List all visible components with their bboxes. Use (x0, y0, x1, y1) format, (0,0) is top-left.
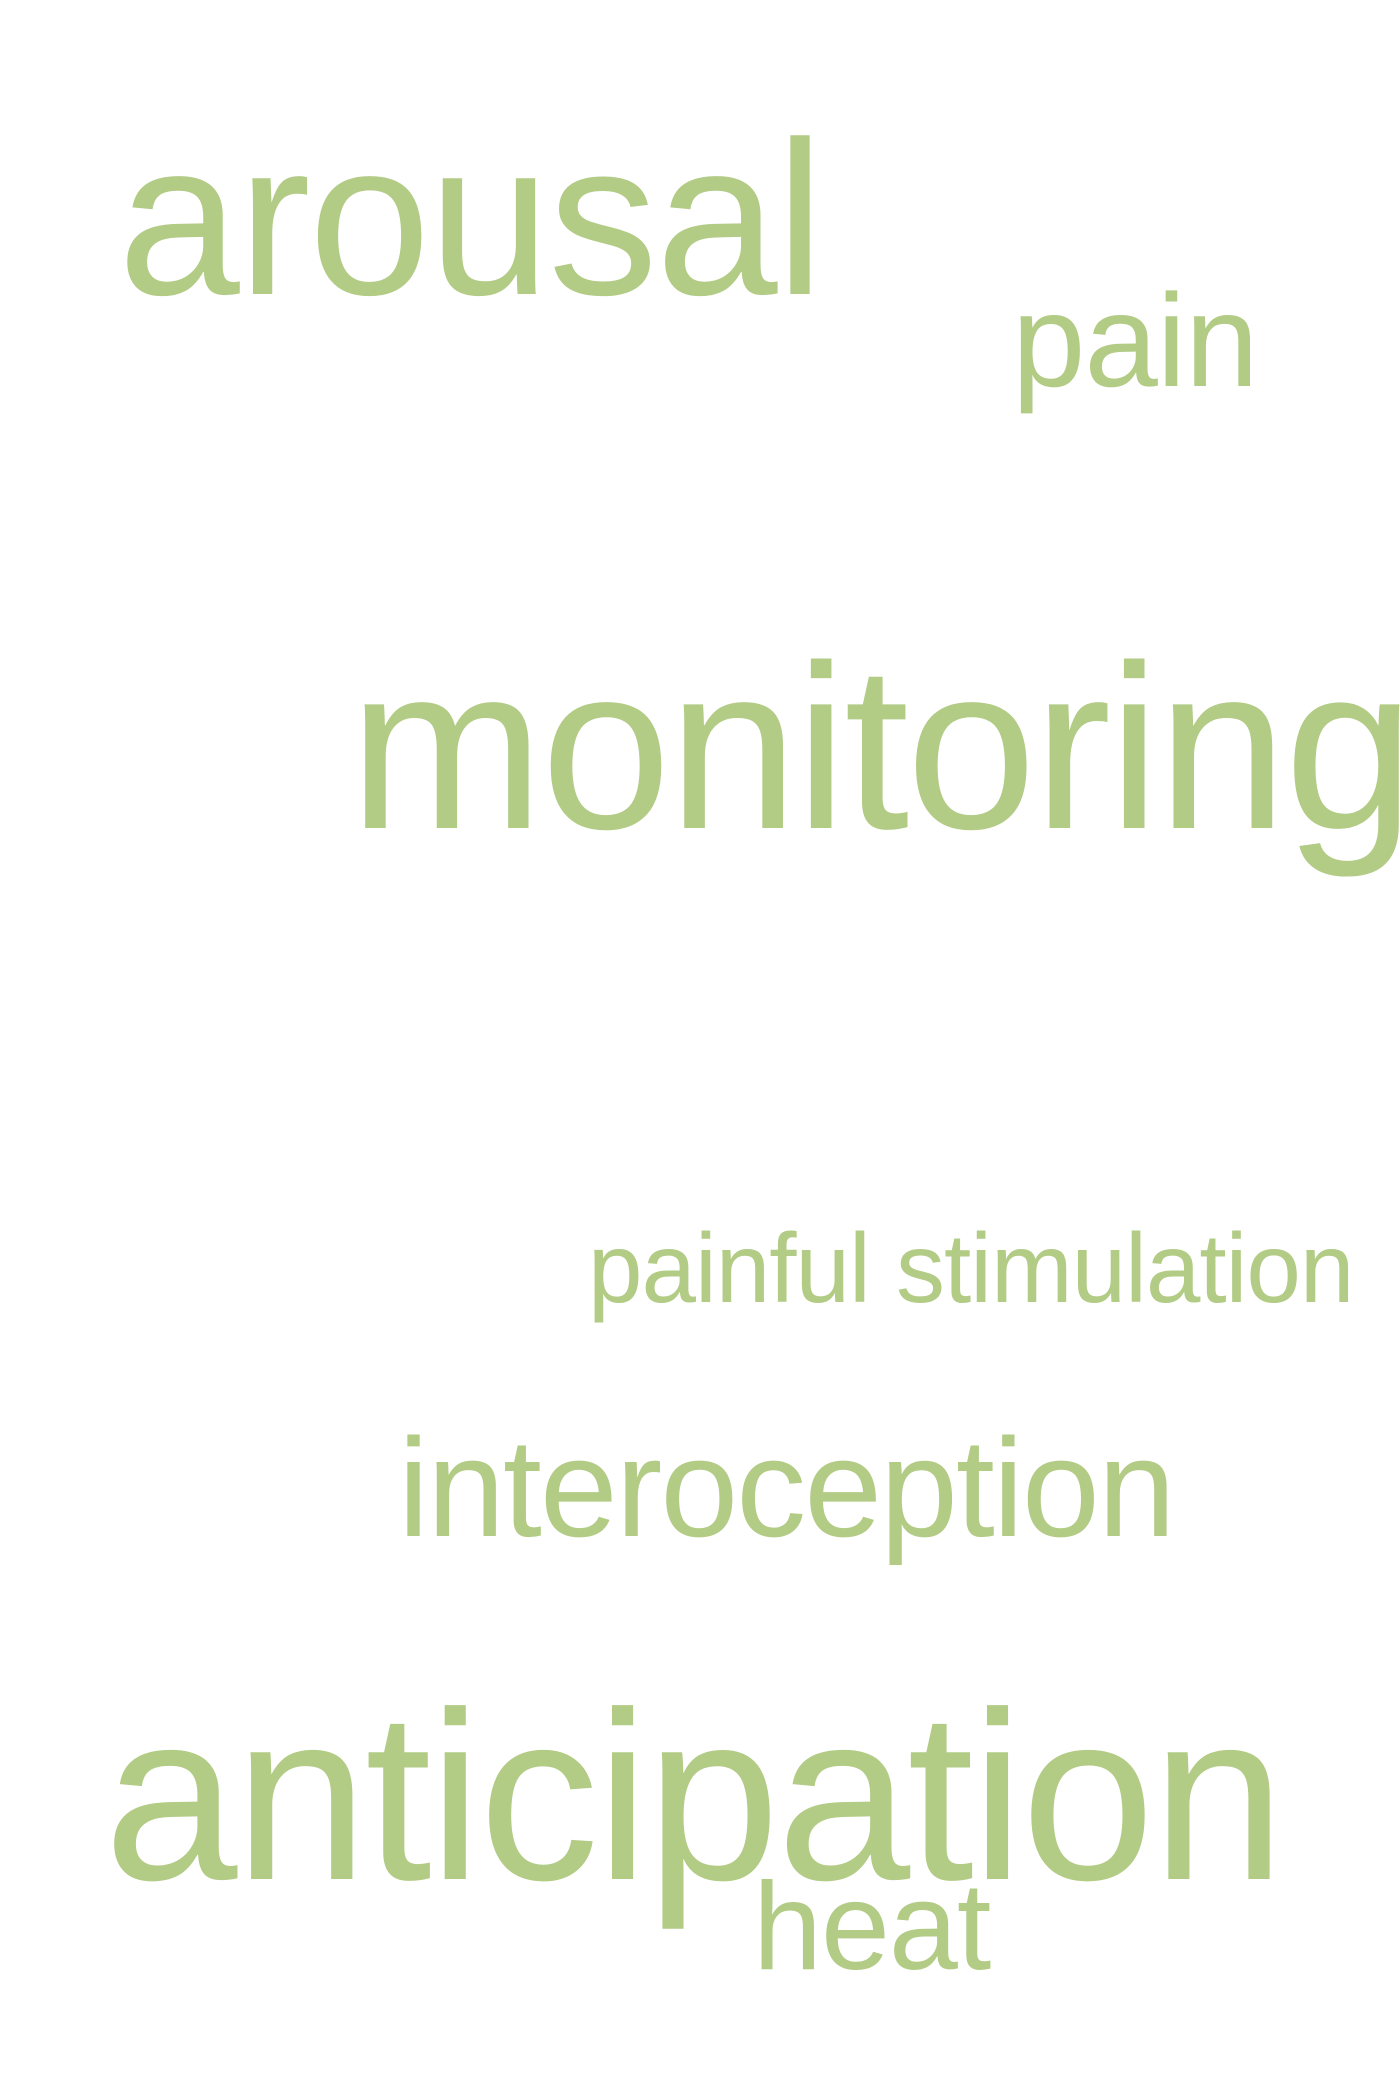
word-painful-stimulation: painful stimulation (588, 1213, 1354, 1323)
word-heat: heat (753, 1858, 991, 1996)
word-anticipation: anticipation (104, 1662, 1285, 1930)
word-pain: pain (1012, 267, 1259, 414)
word-monitoring: monitoring (349, 616, 1400, 878)
word-interoception: interoception (398, 1409, 1176, 1566)
word-arousal: arousal (118, 97, 824, 341)
